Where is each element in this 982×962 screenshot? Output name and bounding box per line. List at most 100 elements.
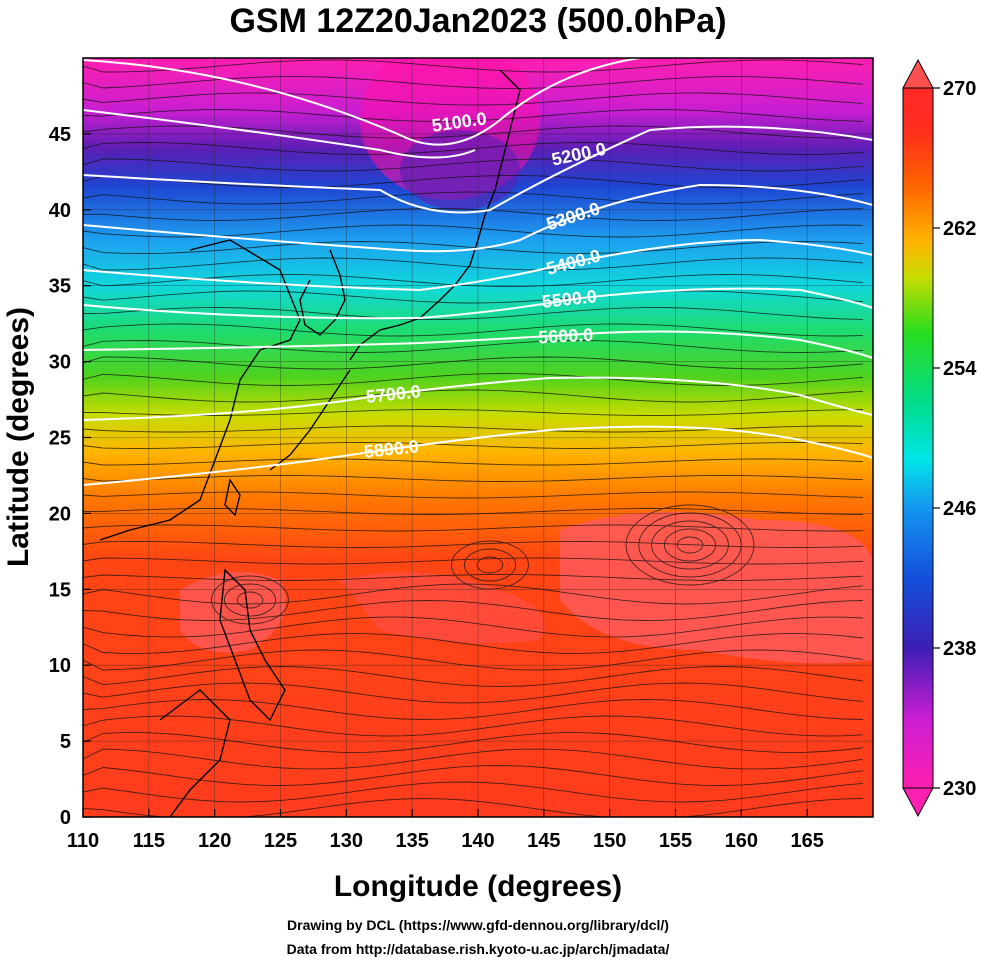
eddy-streamline bbox=[223, 583, 277, 617]
eddy-streamline bbox=[625, 504, 755, 586]
ryukyu-islands bbox=[269, 369, 351, 471]
streamline bbox=[83, 76, 864, 89]
streamline bbox=[83, 458, 864, 466]
streamline bbox=[83, 158, 864, 172]
colorbar-body bbox=[902, 87, 934, 789]
eddy-streamline bbox=[463, 548, 517, 582]
colorbar-ticks: 270 262 254 246 238 230 bbox=[933, 78, 977, 800]
streamline bbox=[83, 583, 864, 605]
contour-5100 bbox=[83, 58, 641, 146]
korea-coastline bbox=[299, 249, 346, 336]
plot-area: 5100.0 5200.0 5300.0 5400.0 5500.0 5600.… bbox=[83, 58, 873, 817]
y-tick-label: 40 bbox=[49, 200, 71, 222]
contour-5700 bbox=[83, 376, 873, 421]
x-tick-label: 145 bbox=[527, 830, 560, 852]
colorbar-bottom-arrow bbox=[902, 787, 934, 818]
streamline bbox=[83, 633, 864, 654]
y-tick-label: 10 bbox=[49, 655, 71, 677]
contour-label-5600: 5600.0 bbox=[538, 325, 594, 348]
eddy-streamline bbox=[676, 536, 704, 554]
streamline bbox=[83, 356, 864, 370]
map-title: GSM 12Z20Jan2023 (500.0hPa) bbox=[229, 2, 726, 40]
y-tick-label: 20 bbox=[49, 503, 71, 525]
streamline bbox=[83, 191, 864, 205]
y-tick-label: 15 bbox=[49, 579, 71, 601]
streamline bbox=[83, 307, 864, 320]
contour-5100-west bbox=[83, 109, 476, 159]
y-tick-label: 35 bbox=[49, 276, 71, 298]
x-axis-title: Longitude (degrees) bbox=[334, 870, 622, 903]
streamline bbox=[83, 92, 864, 106]
streamline bbox=[83, 748, 864, 770]
streamline bbox=[83, 257, 864, 271]
eddy-streamline bbox=[476, 556, 504, 574]
streamline bbox=[83, 508, 864, 515]
streamline bbox=[83, 699, 864, 720]
x-tick-label: 120 bbox=[198, 830, 231, 852]
streamline bbox=[83, 574, 864, 581]
height-contours bbox=[83, 58, 873, 486]
x-tick-label: 130 bbox=[330, 830, 363, 852]
borneo-coastline bbox=[159, 689, 231, 817]
streamline bbox=[83, 475, 864, 482]
eddy-streamline bbox=[451, 540, 529, 590]
streamline bbox=[83, 208, 864, 221]
streamline bbox=[83, 541, 864, 548]
contour-5300 bbox=[83, 183, 873, 253]
colorbar-top-arrow bbox=[902, 58, 934, 89]
streamline bbox=[83, 616, 864, 638]
x-tick-label: 115 bbox=[133, 830, 165, 852]
eddy-streamline bbox=[638, 512, 742, 578]
y-tick-label: 5 bbox=[60, 731, 71, 753]
streamline bbox=[83, 491, 864, 499]
taiwan-coastline bbox=[224, 478, 241, 517]
colorbar-tick-label: 246 bbox=[943, 498, 976, 520]
japan-coastline bbox=[349, 69, 521, 361]
china-coastline bbox=[99, 239, 301, 541]
streamline bbox=[83, 666, 864, 687]
wind-streamlines bbox=[83, 59, 864, 817]
streamline bbox=[83, 682, 864, 704]
streamline bbox=[83, 109, 864, 122]
colorbar-tick-label: 238 bbox=[943, 638, 976, 660]
contour-5400 bbox=[83, 238, 873, 292]
x-tick-label: 140 bbox=[461, 830, 494, 852]
colorbar-tick-label: 270 bbox=[943, 78, 976, 100]
eddy-streamline bbox=[663, 528, 717, 562]
streamline bbox=[83, 290, 864, 304]
eddy-streamline bbox=[211, 575, 289, 625]
streamline bbox=[83, 715, 864, 737]
x-tick-label: 150 bbox=[593, 830, 626, 852]
y-tick-label: 45 bbox=[49, 124, 71, 146]
streamline bbox=[83, 175, 864, 188]
x-tick-label: 110 bbox=[67, 830, 99, 852]
coastlines bbox=[99, 69, 521, 817]
contour-5500 bbox=[83, 287, 873, 320]
philippines-coastline bbox=[219, 568, 286, 722]
contour-5200 bbox=[83, 125, 873, 214]
streamline bbox=[83, 409, 864, 416]
colorbar-tick-label: 262 bbox=[943, 218, 976, 240]
eddy-streamline bbox=[651, 520, 729, 570]
streamline bbox=[83, 765, 864, 786]
streamline bbox=[83, 524, 864, 532]
warm-patch-east bbox=[560, 512, 873, 664]
contour-5800 bbox=[83, 425, 873, 486]
credit-data: Data from http://database.rish.kyoto-u.a… bbox=[287, 941, 670, 957]
x-tick-label: 155 bbox=[659, 830, 692, 852]
streamline bbox=[83, 389, 864, 403]
streamline bbox=[83, 649, 864, 671]
streamline bbox=[83, 442, 864, 449]
streamline bbox=[83, 340, 864, 353]
streamline bbox=[83, 323, 864, 337]
y-axis-title: Latitude (degrees) bbox=[2, 307, 35, 567]
streamline bbox=[83, 600, 864, 621]
streamline bbox=[83, 241, 864, 254]
streamline bbox=[83, 798, 864, 817]
x-tick-label: 160 bbox=[725, 830, 758, 852]
x-tick-label: 165 bbox=[790, 830, 823, 852]
streamline bbox=[83, 557, 864, 565]
x-axis-ticks: 110 115 120 125 130 135 140 145 150 155 160 165 bbox=[67, 809, 824, 852]
streamline bbox=[83, 142, 864, 155]
